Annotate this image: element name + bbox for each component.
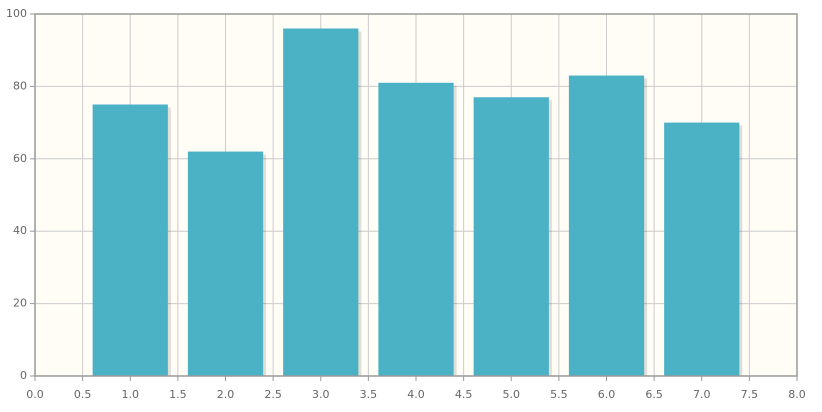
y-tick-label: 60 [13,152,27,165]
bar [283,28,359,376]
x-tick-label: 5.5 [550,388,568,401]
x-tick-label: 0.5 [74,388,92,401]
x-tick-label: 5.0 [503,388,521,401]
x-tick-label: 3.0 [312,388,330,401]
x-tick-label: 3.5 [360,388,378,401]
x-tick-label: 1.0 [122,388,140,401]
y-tick-label: 80 [13,79,27,92]
bar [568,75,645,376]
x-tick-label: 6.0 [598,388,616,401]
x-tick-label: 2.0 [217,388,235,401]
y-tick-label: 40 [13,224,27,237]
y-tick-label: 100 [6,7,27,20]
x-tick-label: 4.0 [407,388,425,401]
x-tick-label: 2.5 [264,388,282,401]
y-tick-label: 20 [13,297,27,310]
bar [378,82,454,376]
bar [664,122,740,376]
x-tick-label: 7.0 [693,388,711,401]
bar [187,151,264,376]
x-tick-label: 8.0 [788,388,806,401]
x-tick-label: 6.5 [645,388,663,401]
x-tick-label: 0.0 [26,388,44,401]
plot-border [34,13,798,377]
bar [92,104,168,376]
y-tick-label: 0 [20,369,27,382]
x-tick-label: 1.5 [169,388,187,401]
bar [473,97,549,376]
x-tick-label: 7.5 [741,388,759,401]
x-tick-label: 4.5 [455,388,473,401]
